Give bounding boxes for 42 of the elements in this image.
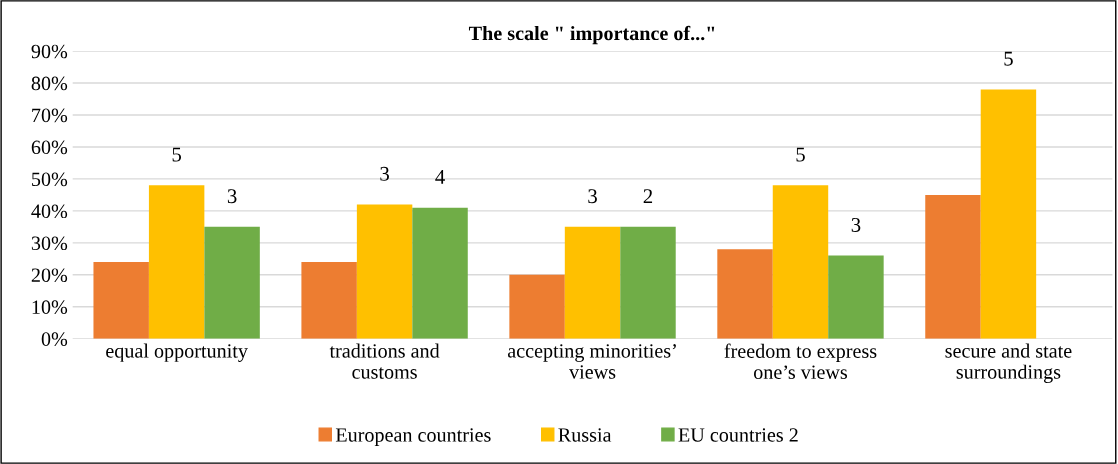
x-tick-label: secure and state surroundings xyxy=(945,343,1072,383)
annotation: 4 xyxy=(435,170,445,184)
annotation: 3 xyxy=(380,166,389,181)
bar xyxy=(717,249,773,339)
bar xyxy=(301,262,357,339)
y-tick-label: 0% xyxy=(41,332,68,346)
y-tick-label: 50% xyxy=(32,172,68,187)
bar xyxy=(620,226,676,339)
bar xyxy=(980,89,1037,339)
chart-title: The scale " importance of..." xyxy=(468,25,715,45)
annotation: 2 xyxy=(643,189,653,203)
bar xyxy=(925,194,981,339)
y-tick-label: 30% xyxy=(31,236,68,251)
annotation: 3 xyxy=(227,189,237,204)
x-tick-label: equal opportunity xyxy=(106,343,248,362)
y-tick-label: 80% xyxy=(31,76,68,91)
legend-label: Russia xyxy=(558,428,612,442)
legend-label: EU countries 2 xyxy=(678,428,798,442)
bar xyxy=(564,226,621,339)
y-tick-label: 10% xyxy=(32,300,68,315)
x-tick-label: freedom to express one’s views xyxy=(724,343,877,380)
bar xyxy=(93,262,149,339)
bar xyxy=(204,226,260,339)
x-tick-label: accepting minorities’ views xyxy=(507,344,676,379)
bar xyxy=(412,207,468,339)
y-tick-label: 60% xyxy=(31,140,68,155)
y-tick-label: 70% xyxy=(32,108,68,123)
bar xyxy=(772,185,829,339)
x-tick-label: traditions and customs xyxy=(329,343,440,379)
y-tick-label: 90% xyxy=(31,44,68,59)
y-tick-label: 40% xyxy=(31,204,68,219)
bar xyxy=(148,185,205,339)
annotation: 5 xyxy=(796,147,805,162)
legend-label: European countries xyxy=(335,428,491,446)
bar xyxy=(828,255,884,339)
annotation: 5 xyxy=(172,147,182,162)
bar xyxy=(509,274,565,339)
annotation: 3 xyxy=(588,189,597,204)
bar xyxy=(356,204,413,339)
annotation: 3 xyxy=(851,217,861,232)
y-tick-label: 20% xyxy=(31,268,68,283)
annotation: 5 xyxy=(1004,51,1013,66)
